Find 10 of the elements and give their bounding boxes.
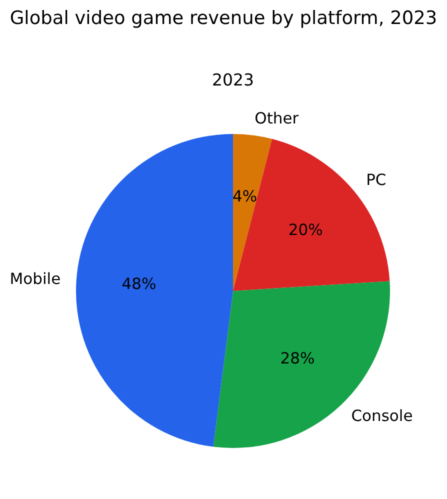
slice-label: Mobile xyxy=(10,270,61,288)
slice-label: Console xyxy=(351,406,413,425)
chart-title: Global video game revenue by platform, 2023 xyxy=(10,8,438,29)
data-label: 28% xyxy=(280,350,315,368)
slice-label: PC xyxy=(366,170,386,189)
slice-label: Other xyxy=(254,110,300,128)
data-label: 48% xyxy=(122,275,156,294)
chart-subtitle: 2023 xyxy=(212,70,254,90)
data-label: 4% xyxy=(232,188,258,206)
data-label: 20% xyxy=(288,220,323,239)
